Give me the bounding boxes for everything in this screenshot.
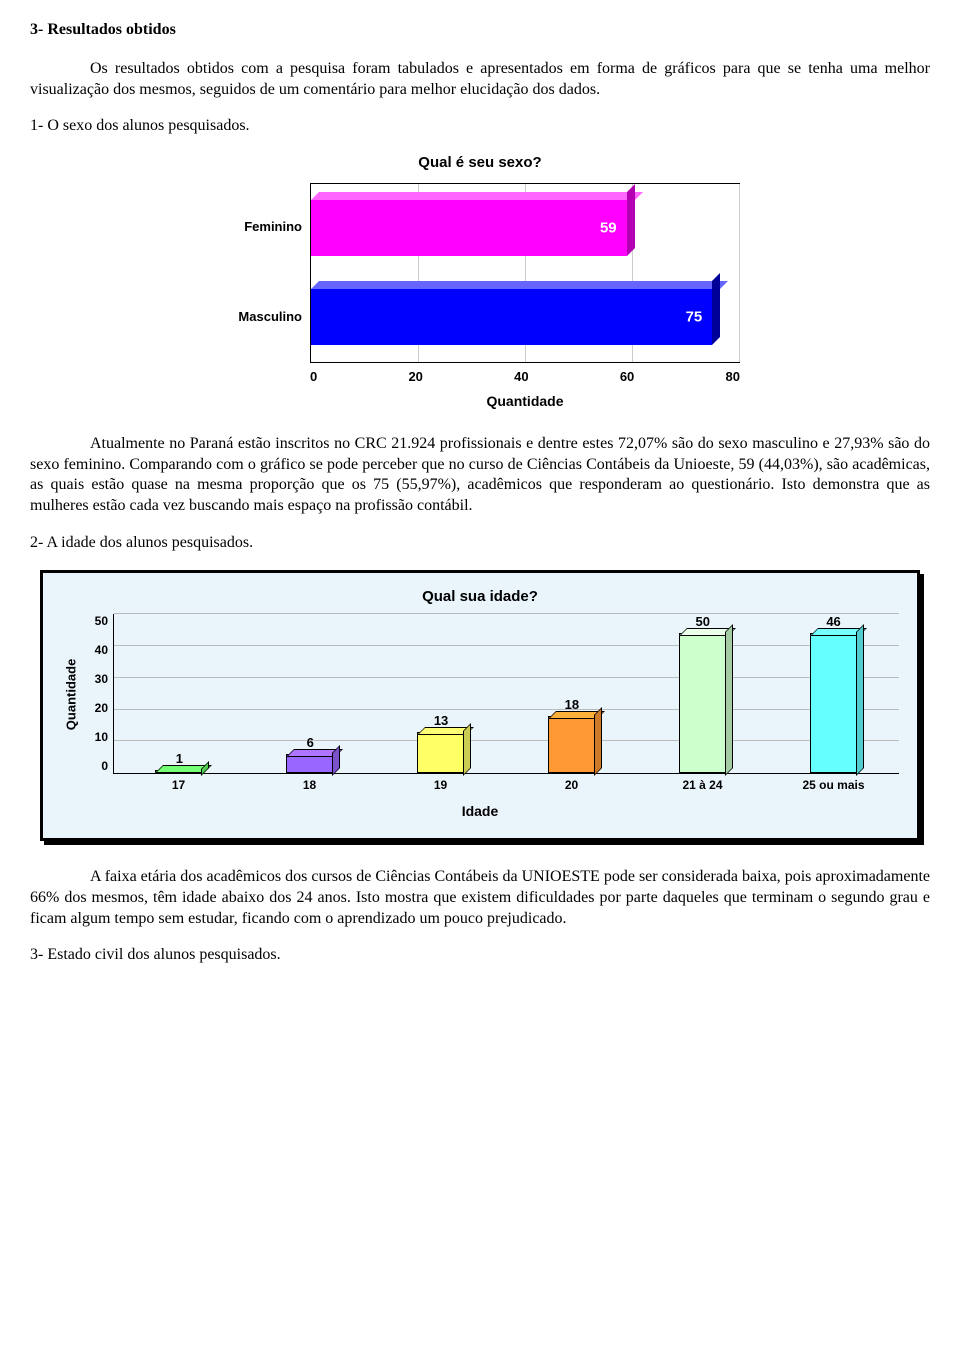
paragraph-after-chart2: A faixa etária dos acadêmicos dos cursos… xyxy=(30,867,930,929)
section-heading: 3- Resultados obtidos xyxy=(30,20,930,41)
subheading-3: 3- Estado civil dos alunos pesquisados. xyxy=(30,945,930,966)
chart1-plot: 59 75 xyxy=(310,183,740,363)
chart2-bar-4 xyxy=(679,633,727,773)
chart2-ytick: 0 xyxy=(83,759,108,775)
chart-sexo: Qual é seu sexo? Feminino Masculino 59 75… xyxy=(220,153,740,410)
chart2-xtick: 18 xyxy=(277,778,343,794)
chart2-x-ticks: 17 18 19 20 21 à 24 25 ou mais xyxy=(113,778,899,794)
chart2-ytick: 10 xyxy=(83,730,108,746)
paragraph-after-chart1: Atualmente no Paraná estão inscritos no … xyxy=(30,434,930,517)
chart1-bar-masculino: 75 xyxy=(311,289,712,345)
chart2-xtick: 20 xyxy=(539,778,605,794)
chart1-category-labels: Feminino Masculino xyxy=(220,183,310,363)
chart-idade: Qual sua idade? Quantidade 0 10 20 30 40 50 1… xyxy=(40,570,920,841)
chart2-xtick: 25 ou mais xyxy=(801,778,867,794)
chart1-x-ticks: 0 20 40 60 80 xyxy=(310,369,740,386)
chart1-xtick: 0 xyxy=(310,369,317,386)
chart1-xtick: 80 xyxy=(726,369,740,386)
chart2-bars: 1613185046 xyxy=(114,614,899,773)
intro-paragraph: Os resultados obtidos com a pesquisa for… xyxy=(30,59,930,101)
chart1-xtick: 60 xyxy=(620,369,634,386)
chart1-bar-feminino: 59 xyxy=(311,200,627,256)
chart2-y-ticks: 0 10 20 30 40 50 xyxy=(83,614,113,774)
chart1-xtick: 40 xyxy=(514,369,528,386)
chart1-value-label: 75 xyxy=(686,307,703,327)
chart2-bar-2 xyxy=(417,732,465,773)
chart1-value-label: 59 xyxy=(600,218,617,238)
chart2-ytick: 20 xyxy=(83,701,108,717)
chart2-xtick: 17 xyxy=(146,778,212,794)
chart1-xtick: 20 xyxy=(408,369,422,386)
chart2-bar-1 xyxy=(286,754,334,773)
chart2-title: Qual sua idade? xyxy=(61,587,899,607)
chart2-xtick: 19 xyxy=(408,778,474,794)
chart2-ytick: 50 xyxy=(83,614,108,630)
chart1-title: Qual é seu sexo? xyxy=(220,153,740,173)
chart2-plot: 1613185046 xyxy=(113,614,899,774)
chart2-xtick: 21 à 24 xyxy=(670,778,736,794)
chart2-bar-3 xyxy=(548,716,596,773)
chart2-x-label: Idade xyxy=(61,802,899,820)
subheading-1: 1- O sexo dos alunos pesquisados. xyxy=(30,116,930,137)
chart2-ytick: 40 xyxy=(83,643,108,659)
chart2-bar-0 xyxy=(155,770,203,773)
chart2-bar-5 xyxy=(810,633,858,773)
chart1-cat-masculino: Masculino xyxy=(220,309,302,326)
chart2-ytick: 30 xyxy=(83,672,108,688)
chart1-cat-feminino: Feminino xyxy=(220,219,302,236)
subheading-2: 2- A idade dos alunos pesquisados. xyxy=(30,533,930,554)
chart2-y-label: Quantidade xyxy=(61,614,83,774)
chart1-x-label: Quantidade xyxy=(310,392,740,410)
